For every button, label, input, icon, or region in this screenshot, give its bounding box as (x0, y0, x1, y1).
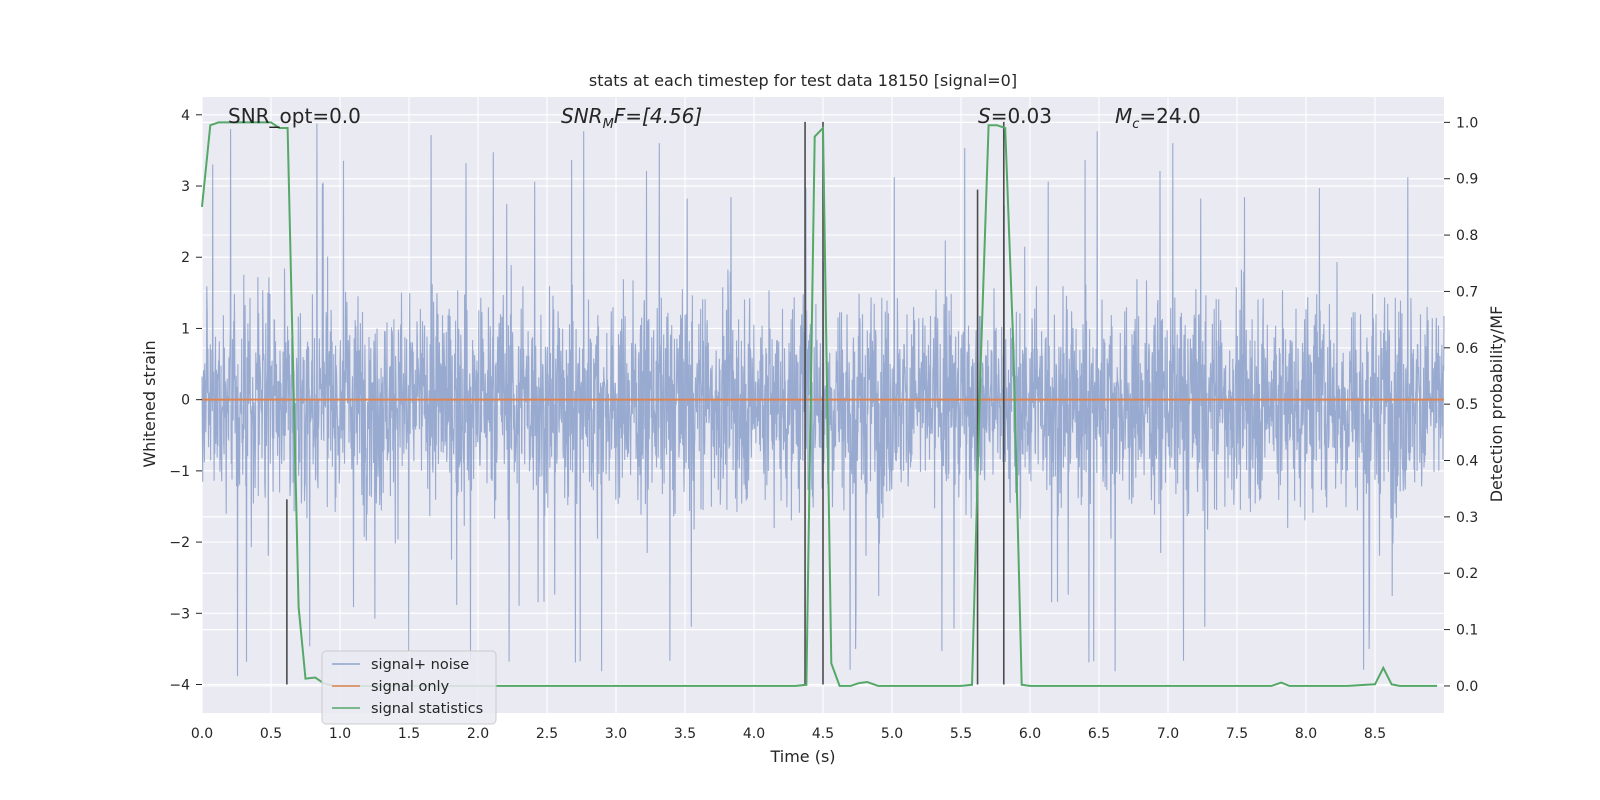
y-right-tick-label: 0.3 (1456, 510, 1478, 526)
legend: signal+ noise signal only signal statist… (321, 650, 497, 725)
legend-box (321, 650, 497, 725)
x-axis-label: Time (s) (769, 747, 835, 766)
y-right-axis-ticks: 1.0 0.9 0.8 0.7 0.6 0.5 0.4 0.3 0.2 0.1 0.0 (1444, 115, 1478, 695)
x-tick-label: 7.5 (1226, 726, 1248, 742)
x-tick-label: 2.0 (467, 726, 489, 742)
annotation-mc-rest: =24.0 (1139, 104, 1200, 128)
x-tick-label: 3.5 (674, 726, 696, 742)
y-right-tick-label: 0.7 (1456, 284, 1478, 300)
legend-label-signal-statistics: signal statistics (371, 701, 483, 717)
series-signal-statistics (201, 121, 1438, 687)
y-right-tick-label: 0.9 (1456, 172, 1478, 188)
x-tick-label: 6.5 (1088, 726, 1110, 742)
x-tick-label: 7.0 (1157, 726, 1179, 742)
x-tick-label: 5.5 (950, 726, 972, 742)
y-left-tick-label: 4 (181, 108, 190, 124)
x-tick-label: 0.5 (260, 726, 282, 742)
x-tick-label: 8.0 (1295, 726, 1317, 742)
x-tick-label: 4.0 (743, 726, 765, 742)
chart-title: stats at each timestep for test data 181… (589, 71, 1017, 90)
y-right-tick-label: 0.2 (1456, 566, 1478, 582)
y-right-tick-label: 0.6 (1456, 341, 1478, 357)
x-tick-label: 8.5 (1364, 726, 1386, 742)
y-right-axis-label: Detection probability/MF (1487, 306, 1506, 503)
x-tick-label: 2.5 (536, 726, 558, 742)
y-left-tick-label: 2 (181, 250, 190, 266)
y-left-tick-label: −4 (169, 678, 190, 694)
annotation-snr-mf: SNRMF=[4.56] (561, 104, 702, 132)
x-tick-label: 4.5 (812, 726, 834, 742)
annotation-mc-sub: c (1132, 117, 1139, 132)
x-tick-label: 5.0 (881, 726, 903, 742)
y-right-tick-label: 0.0 (1456, 679, 1478, 695)
y-left-tick-label: −1 (169, 464, 190, 480)
annotation-snr-mf-rest: F=[4.56] (614, 104, 702, 128)
y-left-axis-ticks: 4 3 2 1 0 −1 −2 −3 −4 (169, 108, 202, 694)
y-right-tick-label: 0.1 (1456, 623, 1478, 639)
annotation-s-main: S (978, 104, 991, 128)
vertical-markers (286, 121, 1005, 685)
y-right-tick-label: 0.4 (1456, 454, 1478, 470)
legend-label-signal-plus-noise: signal+ noise (371, 657, 469, 673)
x-tick-label: 0.0 (191, 726, 213, 742)
annotation-s-rest: =0.03 (991, 104, 1052, 128)
annotation-mc: Mc=24.0 (1115, 104, 1201, 132)
annotation-s: S=0.03 (978, 104, 1052, 128)
y-left-tick-label: 1 (181, 321, 190, 337)
x-tick-label: 6.0 (1019, 726, 1041, 742)
y-left-tick-label: 3 (181, 179, 190, 195)
annotation-mc-main: M (1115, 104, 1132, 128)
y-left-axis-label: Whitened strain (140, 340, 159, 467)
x-tick-label: 1.5 (398, 726, 420, 742)
y-right-tick-label: 0.5 (1456, 397, 1478, 413)
legend-label-signal-only: signal only (371, 679, 450, 695)
x-tick-label: 3.0 (605, 726, 627, 742)
statistics-line (201, 121, 1438, 687)
annotation-snr-opt: SNR_opt=0.0 (228, 104, 361, 128)
y-left-tick-label: 0 (181, 393, 190, 409)
y-left-tick-label: −3 (169, 606, 190, 622)
x-axis-ticks: 0.0 0.5 1.0 1.5 2.0 2.5 3.0 3.5 4.0 4.5 5.0 5.5 6.0 6… (191, 726, 1386, 742)
y-left-tick-label: −2 (169, 535, 190, 551)
annotation-snr-mf-sub: M (603, 117, 614, 132)
y-right-tick-label: 1.0 (1456, 115, 1478, 131)
annotation-snr-mf-main: SNR (561, 104, 603, 128)
y-right-tick-label: 0.8 (1456, 228, 1478, 244)
x-tick-label: 1.0 (329, 726, 351, 742)
